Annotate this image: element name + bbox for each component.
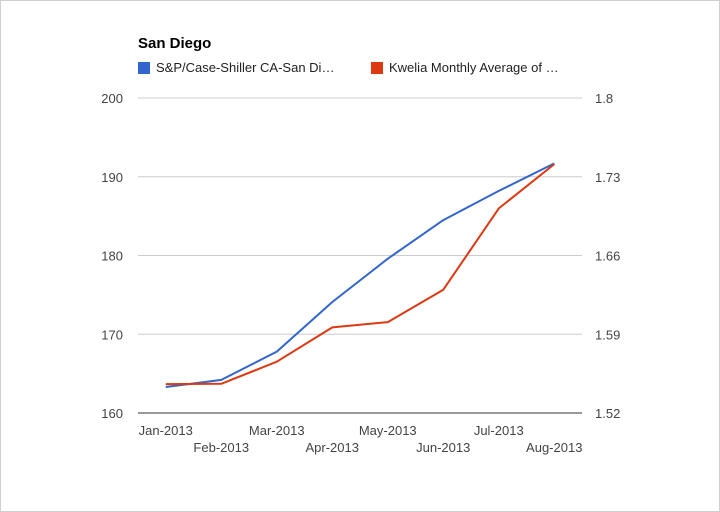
chart-legend: S&P/Case-Shiller CA-San Di… Kwelia Month… xyxy=(138,60,588,80)
y-left-tick-label: 190 xyxy=(101,170,123,185)
legend-swatch-blue xyxy=(138,61,150,74)
y-left-tick-label: 160 xyxy=(101,406,123,421)
y-right-tick-label: 1.52 xyxy=(595,406,620,421)
y-right-tick-label: 1.66 xyxy=(595,249,620,264)
legend-item-case-shiller[interactable]: S&P/Case-Shiller CA-San Di… xyxy=(138,60,334,75)
legend-label-kwelia: Kwelia Monthly Average of … xyxy=(389,60,559,75)
legend-swatch-red xyxy=(371,61,383,74)
chart-title: San Diego xyxy=(138,35,212,52)
y-left-tick-label: 180 xyxy=(101,249,123,264)
x-tick-label: May-2013 xyxy=(359,423,417,438)
y-right-tick-label: 1.73 xyxy=(595,170,620,185)
series-line-case-shiller xyxy=(165,162,555,388)
y-left-tick-label: 170 xyxy=(101,327,123,342)
x-tick-label: Jul-2013 xyxy=(474,423,524,438)
x-tick-label: Feb-2013 xyxy=(193,440,249,455)
x-tick-label: Aug-2013 xyxy=(526,440,582,455)
series-line-kwelia xyxy=(165,163,555,386)
x-tick-label: Jan-2013 xyxy=(139,423,193,438)
x-tick-label: Mar-2013 xyxy=(249,423,305,438)
legend-label-case-shiller: S&P/Case-Shiller CA-San Di… xyxy=(156,60,335,75)
y-right-tick-label: 1.59 xyxy=(595,327,620,342)
legend-item-kwelia[interactable]: Kwelia Monthly Average of … xyxy=(371,60,559,75)
y-left-tick-label: 200 xyxy=(101,91,123,106)
y-right-tick-label: 1.8 xyxy=(595,91,613,106)
x-tick-label: Jun-2013 xyxy=(416,440,470,455)
x-tick-label: Apr-2013 xyxy=(306,440,359,455)
